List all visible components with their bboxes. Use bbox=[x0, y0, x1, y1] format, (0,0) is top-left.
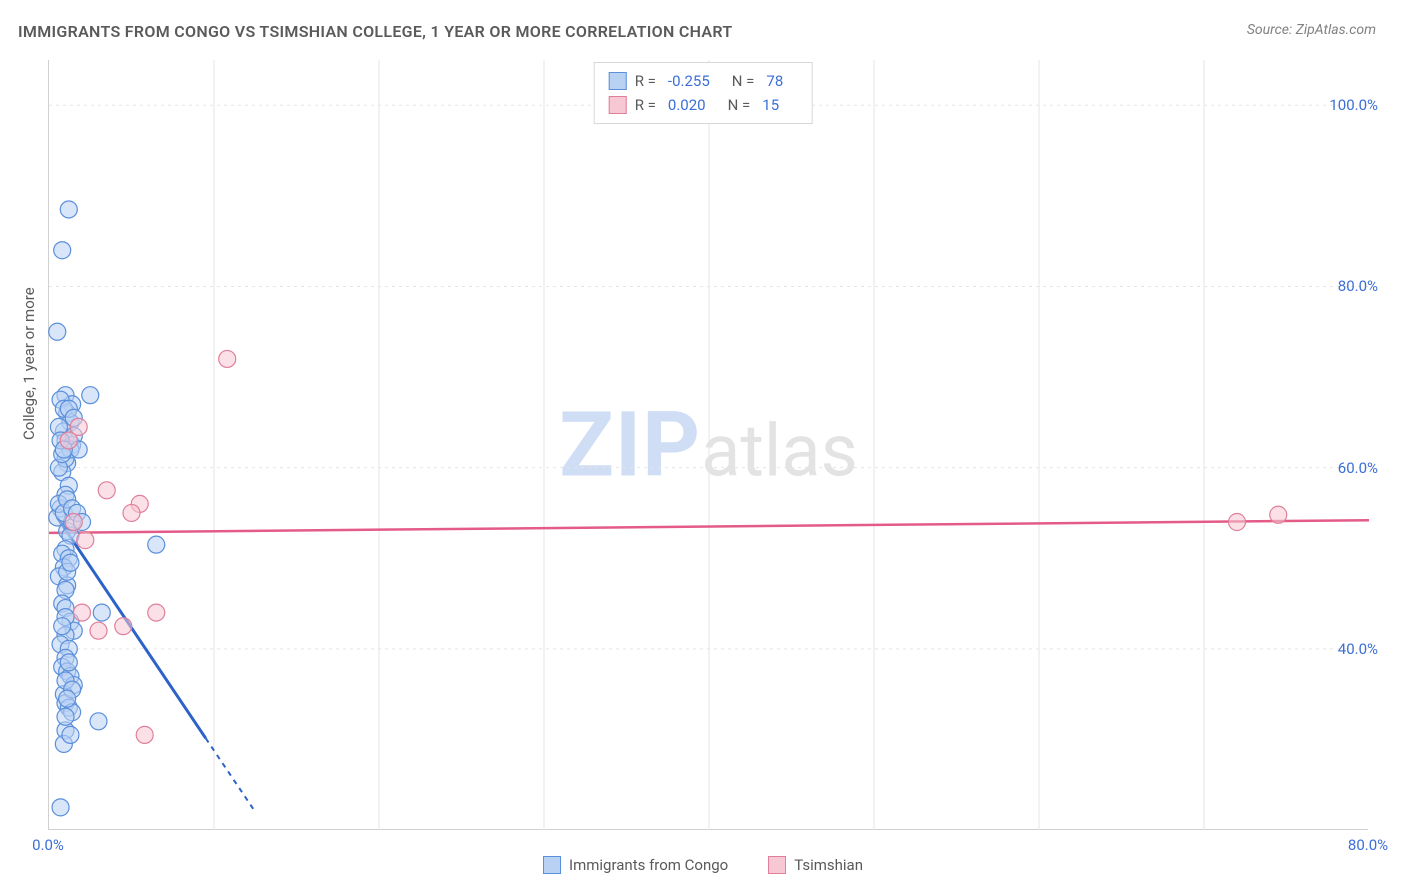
scatter-point bbox=[123, 504, 140, 521]
scatter-point bbox=[74, 604, 91, 621]
legend-r-label: R = bbox=[635, 69, 656, 93]
scatter-point bbox=[62, 554, 79, 571]
legend-correlation-box: R = -0.255 N = 78 R = 0.020 N = 15 bbox=[594, 62, 813, 124]
legend-swatch-icon bbox=[543, 856, 561, 874]
scatter-point bbox=[54, 242, 71, 259]
legend-n-value: 78 bbox=[766, 69, 783, 93]
chart-title: IMMIGRANTS FROM CONGO VS TSIMSHIAN COLLE… bbox=[18, 22, 733, 41]
scatter-point bbox=[98, 482, 115, 499]
y-tick-label: 40.0% bbox=[1338, 640, 1378, 658]
legend-r-value: 0.020 bbox=[668, 93, 706, 117]
scatter-point bbox=[1270, 506, 1287, 523]
scatter-point bbox=[62, 726, 79, 743]
scatter-point bbox=[219, 350, 236, 367]
scatter-point bbox=[60, 432, 77, 449]
legend-swatch-series2 bbox=[609, 96, 627, 114]
scatter-point bbox=[60, 654, 77, 671]
scatter-point bbox=[54, 618, 71, 635]
scatter-point bbox=[136, 726, 153, 743]
legend-bottom: Immigrants from Congo Tsimshian bbox=[543, 856, 863, 874]
legend-r-label: R = bbox=[635, 93, 656, 117]
legend-bottom-item-series1: Immigrants from Congo bbox=[543, 856, 728, 874]
scatter-point bbox=[57, 708, 74, 725]
scatter-point bbox=[148, 604, 165, 621]
scatter-point bbox=[148, 536, 165, 553]
y-tick-label: 60.0% bbox=[1338, 459, 1378, 477]
legend-r-value: -0.255 bbox=[668, 69, 710, 93]
legend-bottom-item-series2: Tsimshian bbox=[768, 856, 863, 874]
scatter-point bbox=[60, 201, 77, 218]
y-axis-label: College, 1 year or more bbox=[20, 287, 38, 440]
scatter-point bbox=[49, 323, 66, 340]
legend-swatch-series1 bbox=[609, 72, 627, 90]
plot-area: ZIPatlas bbox=[48, 60, 1368, 830]
legend-n-label: N = bbox=[728, 93, 751, 117]
legend-n-value: 15 bbox=[762, 93, 779, 117]
legend-bottom-label: Tsimshian bbox=[794, 856, 863, 874]
scatter-point bbox=[77, 532, 94, 549]
y-tick-label: 100.0% bbox=[1329, 96, 1378, 114]
scatter-point bbox=[59, 690, 76, 707]
scatter-point bbox=[1229, 514, 1246, 531]
legend-swatch-icon bbox=[768, 856, 786, 874]
y-tick-label: 80.0% bbox=[1338, 277, 1378, 295]
x-tick-label: 0.0% bbox=[32, 836, 64, 854]
scatter-point bbox=[52, 799, 69, 816]
scatter-point bbox=[93, 604, 110, 621]
legend-row-series1: R = -0.255 N = 78 bbox=[609, 69, 798, 93]
scatter-point bbox=[115, 618, 132, 635]
scatter-point bbox=[65, 514, 82, 531]
x-tick-label: 80.0% bbox=[1348, 836, 1388, 854]
scatter-svg bbox=[49, 60, 1368, 829]
legend-n-label: N = bbox=[732, 69, 755, 93]
legend-row-series2: R = 0.020 N = 15 bbox=[609, 93, 798, 117]
source-attribution: Source: ZipAtlas.com bbox=[1247, 22, 1376, 38]
scatter-point bbox=[90, 622, 107, 639]
scatter-point bbox=[90, 713, 107, 730]
scatter-point bbox=[82, 387, 99, 404]
legend-bottom-label: Immigrants from Congo bbox=[569, 856, 728, 874]
